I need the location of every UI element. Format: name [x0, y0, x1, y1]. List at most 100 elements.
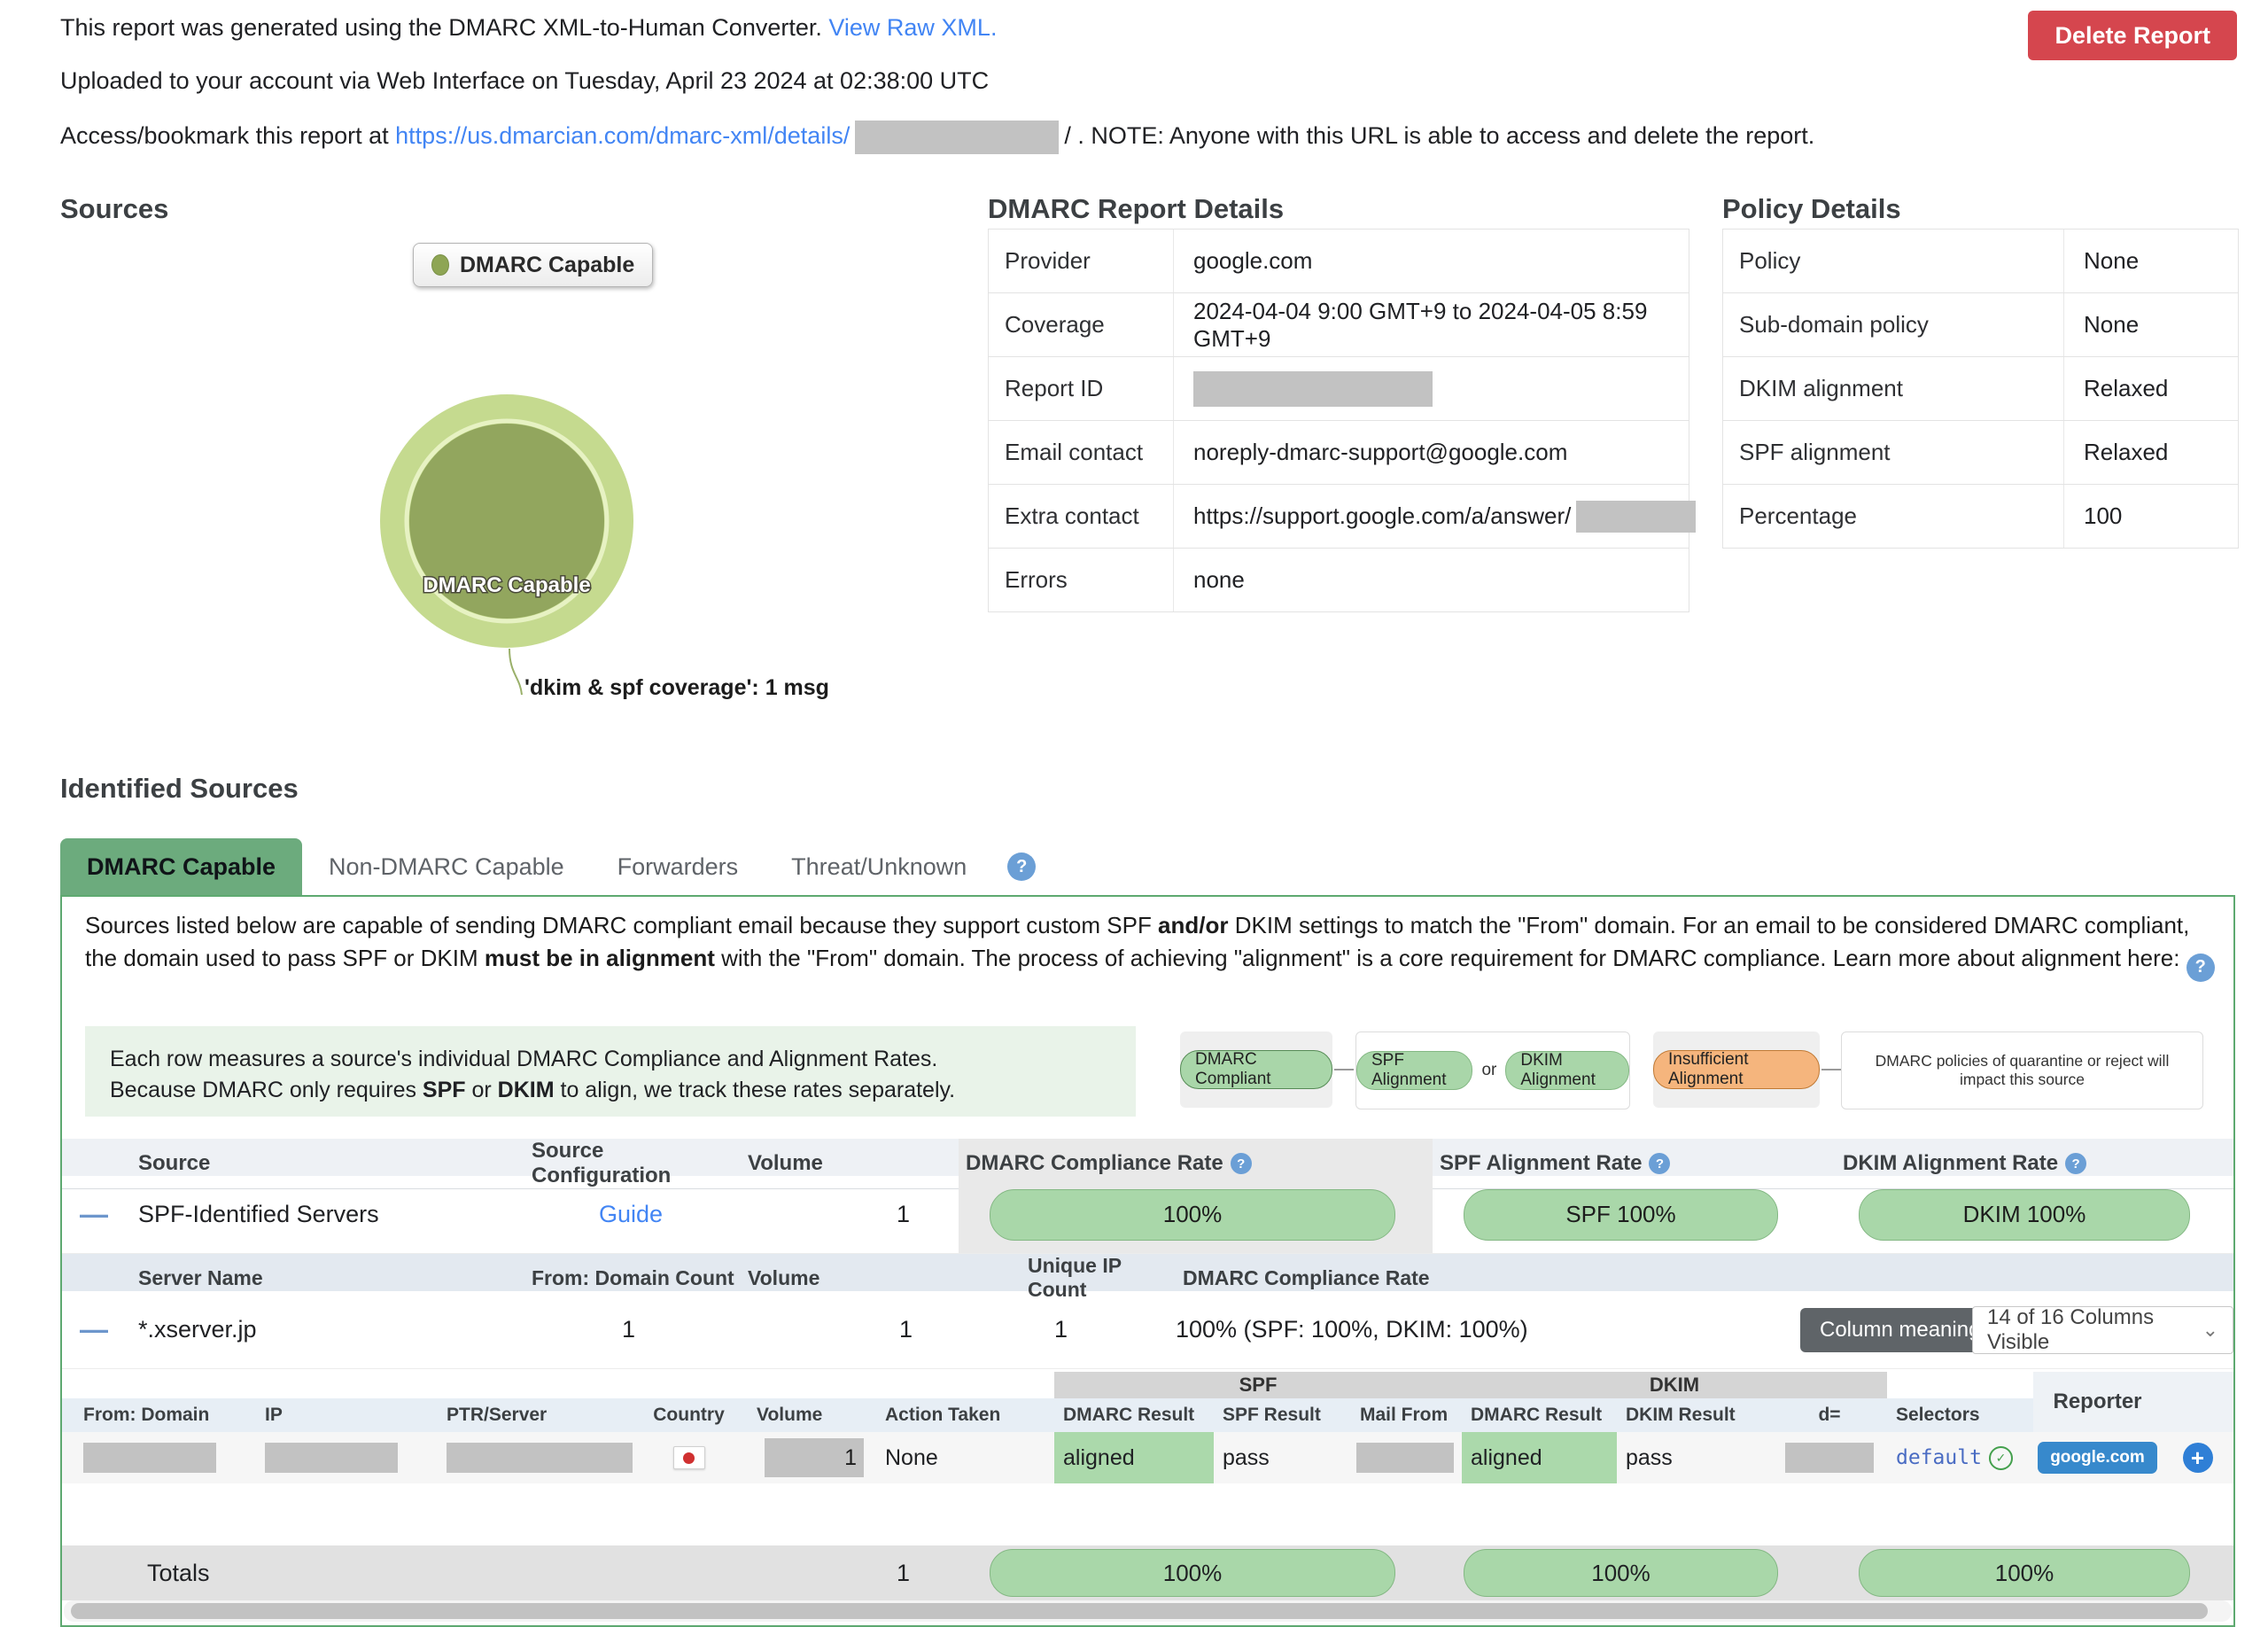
- server-volume: 1: [737, 1291, 959, 1369]
- table-row: Extra contact https://support.google.com…: [989, 485, 1697, 549]
- tab-forwarders[interactable]: Forwarders: [617, 852, 739, 880]
- policy-details-table: Policy None Sub-domain policy None DKIM …: [1722, 229, 2239, 549]
- legend-swatch-icon: [431, 254, 449, 276]
- redacted-url-suffix: [1576, 500, 1697, 533]
- redacted-ip: [265, 1443, 398, 1473]
- dkim-alignment-pill: DKIM Alignment: [1505, 1051, 1629, 1090]
- mail-from-cell: [1351, 1432, 1462, 1483]
- extra-contact-url: https://support.google.com/a/answer/: [1193, 502, 1572, 529]
- col-source: Source: [126, 1139, 524, 1189]
- col-dmarc-compliance-rate: DMARC Compliance Rate: [1183, 1265, 1430, 1289]
- row-label: Coverage: [989, 293, 1174, 356]
- generated-text: This report was generated using the DMAR…: [60, 14, 829, 41]
- access-suffix: / . NOTE: Anyone with this URL is able t…: [1064, 122, 1815, 150]
- report-url-link[interactable]: https://us.dmarcian.com/dmarc-xml/detail…: [395, 122, 850, 150]
- from-domain-count: 1: [524, 1291, 737, 1369]
- dmarc-compliant-pill: DMARC Compliant: [1180, 1050, 1332, 1089]
- totals-dkim-pill: 100%: [1859, 1549, 2190, 1597]
- reporter-badge[interactable]: google.com: [2038, 1442, 2157, 1474]
- pie-legend[interactable]: DMARC Capable: [413, 243, 654, 287]
- totals-label: Totals: [147, 1559, 210, 1586]
- guide-link[interactable]: Guide: [598, 1201, 664, 1227]
- country-cell: [642, 1432, 735, 1483]
- row-value: 2024-04-04 9:00 GMT+9 to 2024-04-05 8:59…: [1193, 297, 1648, 352]
- alignment-help-icon[interactable]: ?: [2186, 953, 2215, 982]
- table-row: Errors none: [989, 549, 1689, 612]
- row-label: Percentage: [1723, 485, 2064, 548]
- collapse-row-icon[interactable]: —: [80, 1313, 108, 1345]
- columns-visible-dropdown[interactable]: 14 of 16 Columns Visible ⌄: [1972, 1305, 2233, 1354]
- tab-threat-unknown[interactable]: Threat/Unknown: [791, 852, 967, 880]
- col-ptr-server: PTR/Server: [425, 1398, 642, 1432]
- col-action-taken: Action Taken: [864, 1398, 1054, 1432]
- expand-cell: +: [2162, 1432, 2233, 1483]
- column-meaning-button[interactable]: Column meaning: [1800, 1308, 2000, 1352]
- server-name: *.xserver.jp: [126, 1291, 524, 1369]
- row-value: Relaxed: [2084, 439, 2169, 465]
- col-spf-dmarc-result: DMARC Result: [1054, 1398, 1214, 1432]
- report-details-title: DMARC Report Details: [988, 193, 1285, 224]
- ptr-server-cell: [425, 1432, 642, 1483]
- pie-slice-label: DMARC Capable: [423, 573, 590, 597]
- dmarc-rate-help-icon[interactable]: ?: [1230, 1153, 1252, 1174]
- col-dkim-result: DKIM Result: [1617, 1398, 1772, 1432]
- col-from-domain: From: Domain: [62, 1398, 244, 1432]
- legend-note-box: DMARC policies of quarantine or reject w…: [1841, 1031, 2203, 1109]
- source-volume: 1: [737, 1176, 959, 1254]
- col-server-name: Server Name: [138, 1265, 263, 1289]
- horizontal-scrollbar[interactable]: [64, 1600, 2232, 1622]
- row-label: SPF alignment: [1723, 421, 2064, 484]
- dmarc-compliance-pill: 100%: [990, 1188, 1395, 1241]
- ip-cell: [244, 1432, 425, 1483]
- server-row-xserver: — *.xserver.jp 1 1 1 100% (SPF: 100%, DK…: [62, 1291, 2233, 1369]
- totals-spf-pill: 100%: [1464, 1549, 1778, 1597]
- table-row: Report ID: [989, 357, 1689, 421]
- tabs-help-icon[interactable]: ?: [1007, 852, 1037, 881]
- col-reporter: Reporter: [2033, 1372, 2162, 1432]
- plus-circle-icon[interactable]: +: [2182, 1443, 2213, 1473]
- sources-title: Sources: [60, 193, 169, 224]
- row-label: Report ID: [989, 357, 1174, 420]
- col-ip: IP: [244, 1398, 425, 1432]
- spf-alignment-pill: SPF Alignment: [1356, 1051, 1473, 1090]
- access-line: Access/bookmark this report at https://u…: [60, 121, 1814, 154]
- scrollbar-thumb[interactable]: [71, 1603, 2208, 1619]
- generated-line: This report was generated using the DMAR…: [60, 14, 997, 42]
- info-line-2: Because DMARC only requires SPF or DKIM …: [110, 1078, 956, 1102]
- summary-table: Source Source Configuration Volume DMARC…: [62, 1139, 2233, 1369]
- description-text: Sources listed below are capable of send…: [85, 912, 2190, 971]
- message-detail-table: SPF DKIM Reporter From: Domain IP PTR/Se…: [62, 1372, 2233, 1483]
- pie-tooltip: 'dkim & spf coverage': 1 msg: [524, 675, 829, 700]
- redacted-report-id-value: [1193, 370, 1433, 407]
- unique-ip-count: 1: [959, 1291, 1176, 1369]
- col-mail-from: Mail From: [1351, 1398, 1462, 1432]
- redacted-from-domain: [83, 1443, 216, 1473]
- row-value: none: [1193, 566, 1245, 593]
- redacted-d-domain: [1785, 1443, 1874, 1473]
- tab-dmarc-capable[interactable]: DMARC Capable: [60, 838, 303, 895]
- redacted-report-id: [855, 121, 1060, 154]
- group-dkim: DKIM: [1462, 1372, 1887, 1398]
- spf-rate-help-icon[interactable]: ?: [1649, 1153, 1671, 1174]
- tab-non-dmarc-capable[interactable]: Non-DMARC Capable: [329, 852, 564, 880]
- row-label: Policy: [1723, 230, 2064, 292]
- delete-report-button[interactable]: Delete Report: [2028, 11, 2237, 60]
- collapse-row-icon[interactable]: —: [80, 1198, 108, 1230]
- summary-header-row: Source Source Configuration Volume DMARC…: [62, 1139, 2233, 1189]
- view-raw-xml-link[interactable]: View Raw XML.: [828, 14, 998, 41]
- spf-dmarc-result-cell: aligned: [1054, 1432, 1214, 1483]
- row-label: Email contact: [989, 421, 1174, 484]
- pie-slice-dmarc-capable[interactable]: [409, 424, 604, 619]
- source-name: SPF-Identified Servers: [126, 1176, 524, 1254]
- row-value: Relaxed: [2084, 375, 2169, 401]
- col-unique-ip-count: Unique IP Count: [1028, 1254, 1122, 1301]
- table-row: SPF alignment Relaxed: [1723, 421, 2238, 485]
- insufficient-alignment-pill: Insufficient Alignment: [1653, 1050, 1820, 1089]
- chevron-down-icon: ⌄: [2202, 1319, 2218, 1341]
- server-header-row: Server Name From: Domain Count Volume Un…: [62, 1254, 2233, 1301]
- pie-gap-ring: [404, 418, 610, 624]
- row-value: None: [2084, 247, 2140, 274]
- server-compliance-rate: 100% (SPF: 100%, DKIM: 100%): [1176, 1291, 2233, 1369]
- dkim-rate-help-icon[interactable]: ?: [2065, 1153, 2087, 1174]
- sources-pie-chart[interactable]: DMARC Capable: [365, 379, 649, 707]
